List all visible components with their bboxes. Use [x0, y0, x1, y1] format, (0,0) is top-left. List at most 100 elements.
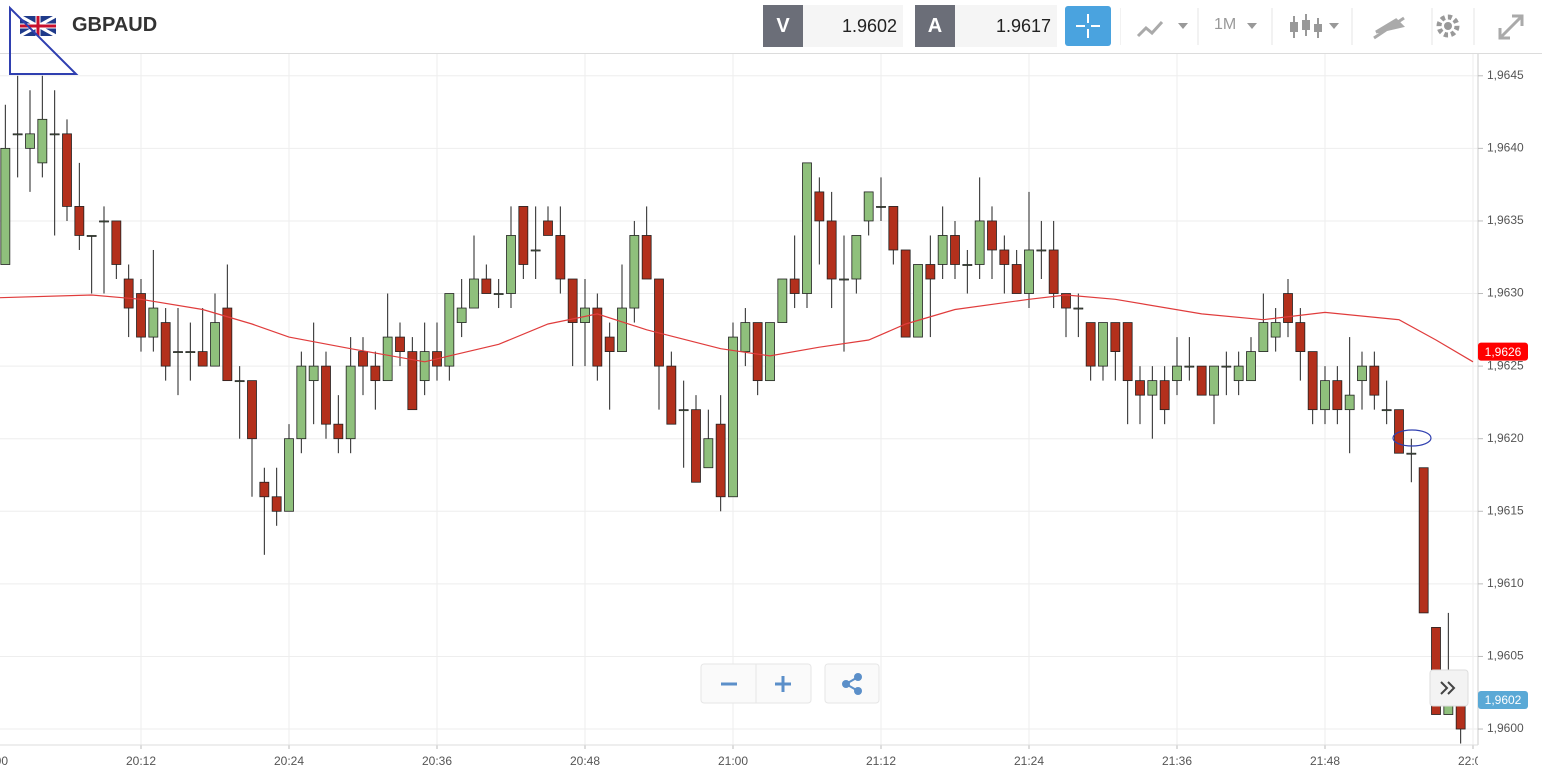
candle-body: [1320, 380, 1330, 411]
candle-body: [617, 307, 627, 352]
candle-body: [308, 365, 319, 382]
candle-body: [1184, 365, 1195, 368]
candle-body: [1147, 380, 1158, 396]
candle-body: [1048, 249, 1059, 294]
candle-body: [740, 322, 751, 352]
candle-body: [185, 351, 196, 353]
candle-body: [789, 278, 800, 294]
candle-body: [728, 336, 738, 498]
candle-body: [1098, 322, 1108, 367]
candle-body: [1332, 380, 1343, 411]
candle-body: [395, 336, 405, 352]
candle-body: [1036, 249, 1047, 252]
candle-body: [210, 322, 220, 367]
bid-label[interactable]: V: [763, 5, 803, 47]
candle-body: [999, 249, 1010, 265]
candle-body: [1122, 322, 1133, 382]
candle-body: [1283, 293, 1293, 323]
candle-body: [1307, 351, 1318, 411]
candle-body: [1246, 351, 1256, 382]
candle-body: [1073, 307, 1084, 310]
candle-body: [641, 235, 652, 280]
y-tick-label: 1,9625: [1487, 358, 1524, 372]
candle-body: [456, 307, 467, 323]
candle-body: [247, 380, 257, 440]
candle-body: [1406, 452, 1417, 455]
candle-body: [99, 220, 109, 223]
toolbar-icons[interactable]: [1120, 0, 1542, 53]
candle-body: [925, 264, 936, 280]
candle-body: [111, 220, 122, 265]
y-tick-label: 1,9605: [1487, 649, 1524, 663]
candle-body: [826, 220, 837, 280]
candle-body: [863, 191, 874, 222]
x-tick-label: 21:12: [866, 754, 896, 768]
candle-body: [1196, 365, 1207, 396]
candle-body: [160, 322, 171, 367]
y-tick-label: 1,9600: [1487, 721, 1524, 735]
x-tick-label: 20:24: [274, 754, 304, 768]
candle-body: [851, 235, 862, 280]
candle-body: [666, 365, 677, 425]
candle-body: [950, 235, 960, 265]
candle-body: [1455, 670, 1466, 730]
candle-body: [25, 133, 35, 149]
candle-body: [752, 322, 763, 382]
candle-body: [1381, 409, 1392, 412]
x-tick-label: 21:36: [1162, 754, 1192, 768]
crosshair-button[interactable]: [1065, 6, 1111, 46]
candle-body: [715, 423, 726, 498]
price-tag: [1478, 690, 1528, 709]
candle-body: [469, 278, 479, 309]
x-tick-label: 20:00: [0, 754, 8, 768]
candle-body: [1431, 627, 1441, 715]
candle-body: [1357, 365, 1367, 382]
x-tick-label: 21:48: [1310, 754, 1340, 768]
candle-body: [765, 322, 775, 382]
bid-price[interactable]: 1.9602: [803, 5, 903, 47]
ask-label[interactable]: A: [915, 5, 955, 47]
candle-body: [382, 336, 393, 382]
candle-body: [888, 206, 899, 251]
symbol: GBPAUD: [72, 14, 158, 36]
candle-body: [974, 220, 985, 265]
toolbar: GBPAUD V 1.9602 A 1.9617 1M: [0, 0, 1542, 54]
candle-body: [629, 235, 640, 309]
candle-body: [913, 264, 923, 338]
candle-body: [493, 293, 504, 295]
candle-body: [1159, 380, 1170, 411]
candle-body: [1011, 264, 1022, 294]
candle-body: [1344, 394, 1355, 411]
y-tick-label: 1,9630: [1487, 286, 1524, 300]
candle-body: [518, 206, 529, 265]
y-tick-label: 1,9645: [1487, 68, 1524, 82]
candle-body: [567, 278, 578, 323]
y-tick-label: 1,9615: [1487, 503, 1524, 517]
candle-body: [136, 293, 146, 338]
candle-body: [370, 365, 381, 382]
candle-body: [839, 278, 849, 281]
candle-body: [1418, 467, 1429, 614]
candle-body: [900, 249, 911, 338]
candle-body: [1024, 249, 1034, 294]
y-tick-label: 1,9610: [1487, 576, 1524, 590]
candle-body: [1061, 293, 1071, 309]
candle-body: [1135, 380, 1145, 396]
candle-body: [814, 191, 825, 222]
ask-price[interactable]: 1.9617: [955, 5, 1057, 47]
candle-body: [1085, 322, 1096, 367]
candle-body: [444, 293, 455, 367]
candle-body: [37, 118, 48, 164]
period[interactable]: 1M: [1214, 16, 1237, 33]
candle-body: [962, 264, 973, 266]
candle-body: [543, 220, 553, 236]
price-tag-label: 1,9602: [1485, 693, 1522, 707]
y-tick-label: 1,9635: [1487, 213, 1524, 227]
candle-body: [284, 438, 294, 512]
candle-body: [358, 351, 368, 367]
candle-body: [74, 206, 85, 236]
candle-body: [1369, 365, 1380, 396]
candle-body: [592, 307, 603, 367]
candle-body: [62, 133, 72, 207]
